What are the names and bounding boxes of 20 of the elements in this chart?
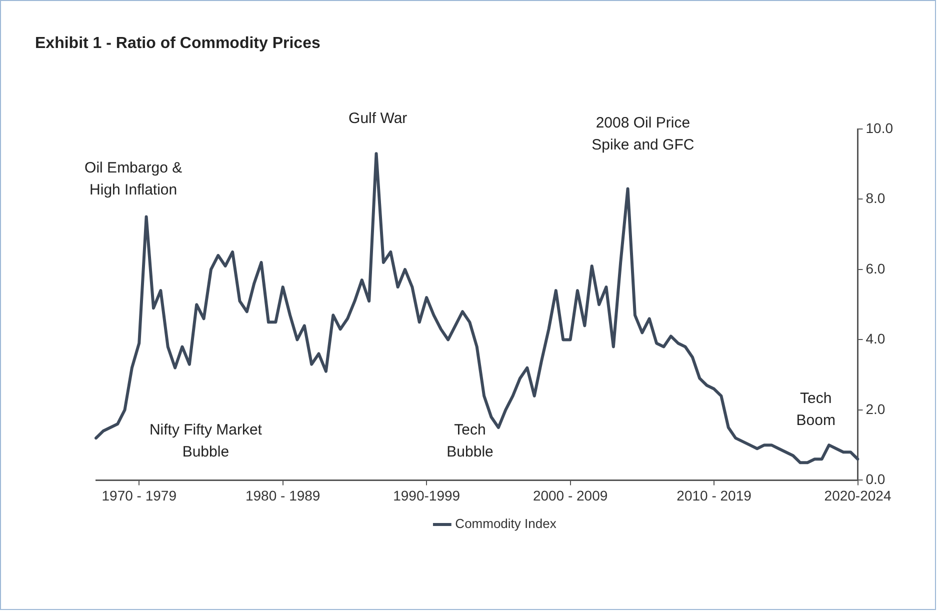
y-tick-label: 8.0 [866,190,886,206]
y-tick-label: 6.0 [866,260,886,276]
y-tick-label: 4.0 [866,330,886,347]
annotation: 2008 Oil Price Spike and GFC [592,114,694,154]
x-tick-label: 2020-2024 [824,487,892,504]
annotation: Tech Bubble [446,422,494,461]
x-tick-label: 2010 - 2019 [676,487,752,504]
x-tick-label: 1980 - 1989 [245,487,320,504]
y-tick-label: 10.0 [866,120,894,136]
y-tick-label: 0.0 [866,471,886,488]
annotation: Tech Boom [796,390,836,430]
x-tick-label: 1990-1999 [393,487,460,504]
x-tick-label: 2000 - 2009 [532,487,608,504]
text: Gulf War [348,110,408,127]
chart-title: Exhibit 1 - Ratio of Commodity Prices [35,35,320,53]
y-tick-label: 2.0 [866,400,886,417]
x-tick-label: 1970 - 1979 [102,487,177,504]
annotation: Oil Embargo & High Inflation [84,159,182,198]
legend-label: Commodity Index [455,516,557,532]
annotation: Nifty Fifty Market Bubble [149,422,263,461]
